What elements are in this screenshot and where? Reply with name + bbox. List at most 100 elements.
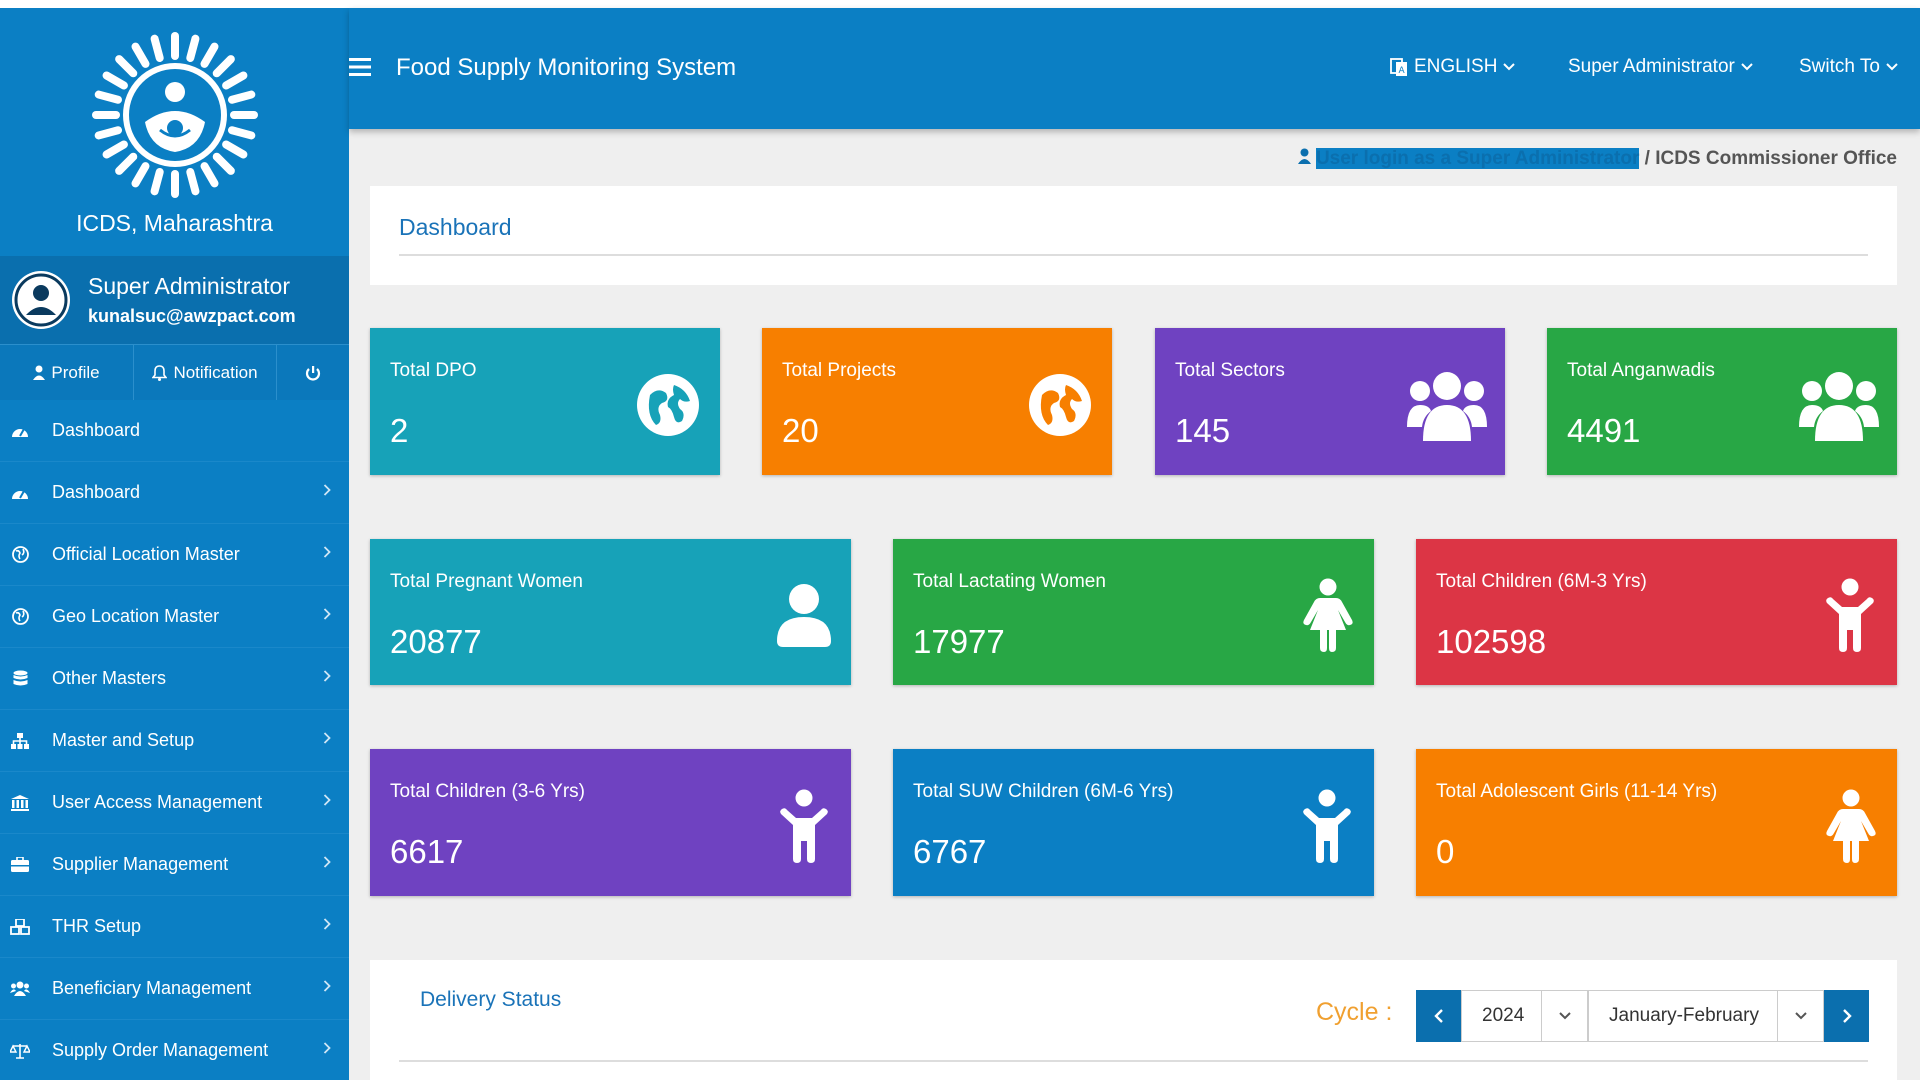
period-dropdown-toggle[interactable] xyxy=(1777,991,1823,1041)
stat-card-total-sectors[interactable]: Total Sectors 145 xyxy=(1155,328,1505,475)
chevron-right-icon xyxy=(323,794,331,806)
bank-icon xyxy=(10,793,30,813)
stat-value: 20877 xyxy=(390,623,482,660)
stat-value: 6617 xyxy=(390,833,464,870)
sidebar-item-dashboard[interactable]: Dashboard xyxy=(0,462,349,524)
sidebar-item-label: Beneficiary Management xyxy=(52,978,252,998)
user-icon xyxy=(777,583,831,647)
child-icon xyxy=(1302,789,1354,863)
user-panel: Super Administrator kunalsuc@awzpact.com xyxy=(0,256,349,344)
dashboard-title-card: Dashboard xyxy=(370,186,1897,285)
stat-value: 17977 xyxy=(913,623,1005,660)
period-select[interactable]: January-February xyxy=(1588,990,1824,1042)
stat-card-total-dpo[interactable]: Total DPO 2 xyxy=(370,328,720,475)
users-icon xyxy=(1407,369,1487,441)
notification-button[interactable]: Notification xyxy=(134,345,277,400)
child-icon xyxy=(779,789,831,863)
user-icon xyxy=(33,365,46,380)
chevron-down-icon xyxy=(1558,1012,1571,1020)
stat-card-total-children-3-6-yrs[interactable]: Total Children (3-6 Yrs) 6617 xyxy=(370,749,851,896)
logout-button[interactable] xyxy=(277,345,349,400)
stat-card-total-suw-children-6m-6-yrs[interactable]: Total SUW Children (6M-6 Yrs) 6767 xyxy=(893,749,1374,896)
language-dropdown[interactable]: A ENGLISH xyxy=(1390,56,1516,78)
hamburger-icon[interactable] xyxy=(349,58,371,76)
sidebar-item-supply-order-management[interactable]: Supply Order Management xyxy=(0,1020,349,1080)
sidebar-item-geo-location-master[interactable]: Geo Location Master xyxy=(0,586,349,648)
chevron-right-icon xyxy=(323,608,331,620)
sidebar-menu: Dashboard Dashboard Official Location Mast… xyxy=(0,400,349,1080)
sidebar-item-label: Geo Location Master xyxy=(52,606,220,626)
sidebar-item-label: Other Masters xyxy=(52,668,167,688)
sidebar-item-dashboard[interactable]: Dashboard xyxy=(0,400,349,462)
app-title: Food Supply Monitoring System xyxy=(396,54,737,81)
stat-value: 20 xyxy=(782,412,819,449)
year-select[interactable]: 2024 xyxy=(1461,990,1588,1042)
female-icon xyxy=(1825,789,1877,863)
sidebar-item-official-location-master[interactable]: Official Location Master xyxy=(0,524,349,586)
stat-label: Total Children (6M-3 Yrs) xyxy=(1436,571,1647,592)
cycle-next-button[interactable] xyxy=(1824,990,1869,1042)
sidebar-item-label: Official Location Master xyxy=(52,544,240,564)
sidebar-item-master-and-setup[interactable]: Master and Setup xyxy=(0,710,349,772)
stat-card-total-children-6m-3-yrs[interactable]: Total Children (6M-3 Yrs) 102598 xyxy=(1416,539,1897,685)
sidebar-item-beneficiary-management[interactable]: Beneficiary Management xyxy=(0,958,349,1020)
stat-card-total-anganwadis[interactable]: Total Anganwadis 4491 xyxy=(1547,328,1897,475)
sidebar-item-label: Supplier Management xyxy=(52,854,229,874)
stat-card-total-projects[interactable]: Total Projects 20 xyxy=(762,328,1112,475)
chevron-down-icon xyxy=(1794,1012,1807,1020)
chevron-right-icon xyxy=(323,546,331,558)
switch-to-label: Switch To xyxy=(1799,56,1880,77)
stat-card-total-adolescent-girls-11-14-yrs[interactable]: Total Adolescent Girls (11-14 Yrs) 0 xyxy=(1416,749,1897,896)
sidebar: ICDS, Maharashtra Super Administrator ku… xyxy=(0,8,349,1080)
sidebar-item-label: THR Setup xyxy=(52,916,142,936)
bell-icon xyxy=(152,364,168,381)
login-office-text: / ICDS Commissioner Office xyxy=(1639,148,1897,169)
stat-value: 145 xyxy=(1175,412,1231,449)
globe-icon xyxy=(10,607,30,627)
user-email: kunalsuc@awzpact.com xyxy=(88,306,296,326)
divider xyxy=(399,1060,1868,1062)
sitemap-icon xyxy=(10,731,30,751)
delivery-status-title: Delivery Status xyxy=(420,988,562,1011)
globe-icon xyxy=(636,373,700,437)
globe-icon xyxy=(10,545,30,565)
globe-icon xyxy=(1028,373,1092,437)
users-icon xyxy=(1799,369,1879,441)
notification-label: Notification xyxy=(173,362,258,382)
database-icon xyxy=(10,669,30,689)
chevron-right-icon xyxy=(323,732,331,744)
sidebar-item-thr-setup[interactable]: THR Setup xyxy=(0,896,349,958)
switch-to-dropdown[interactable]: Switch To xyxy=(1799,56,1898,78)
stat-card-total-pregnant-women[interactable]: Total Pregnant Women 20877 xyxy=(370,539,851,685)
top-strip xyxy=(0,0,1920,8)
chevron-right-icon xyxy=(323,918,331,930)
stat-value: 6767 xyxy=(913,833,987,870)
stat-label: Total Pregnant Women xyxy=(390,571,583,592)
cycle-prev-button[interactable] xyxy=(1416,990,1461,1042)
dashboard-icon xyxy=(10,483,30,503)
sidebar-item-supplier-management[interactable]: Supplier Management xyxy=(0,834,349,896)
user-avatar-icon xyxy=(14,273,68,327)
stat-card-total-lactating-women[interactable]: Total Lactating Women 17977 xyxy=(893,539,1374,685)
users-icon xyxy=(10,979,30,999)
user-icon xyxy=(1297,148,1311,164)
balance-scale-icon xyxy=(10,1041,30,1061)
stat-label: Total Anganwadis xyxy=(1567,360,1715,381)
cubes-icon xyxy=(10,917,30,937)
role-dropdown[interactable]: Super Administrator xyxy=(1568,56,1753,78)
chevron-right-icon xyxy=(323,856,331,868)
sidebar-item-other-masters[interactable]: Other Masters xyxy=(0,648,349,710)
role-label: Super Administrator xyxy=(1568,56,1735,77)
briefcase-icon xyxy=(10,855,30,875)
avatar[interactable] xyxy=(12,271,70,329)
stat-label: Total Projects xyxy=(782,360,897,381)
profile-button[interactable]: Profile xyxy=(0,345,134,400)
stat-value: 0 xyxy=(1436,833,1455,870)
stat-label: Total Children (3-6 Yrs) xyxy=(390,781,586,802)
stat-label: Total Lactating Women xyxy=(913,571,1106,592)
sidebar-item-user-access-management[interactable]: User Access Management xyxy=(0,772,349,834)
brand: ICDS, Maharashtra xyxy=(0,8,349,256)
icds-logo-icon xyxy=(91,32,258,198)
year-dropdown-toggle[interactable] xyxy=(1541,991,1587,1041)
chevron-down-icon xyxy=(1741,63,1753,71)
